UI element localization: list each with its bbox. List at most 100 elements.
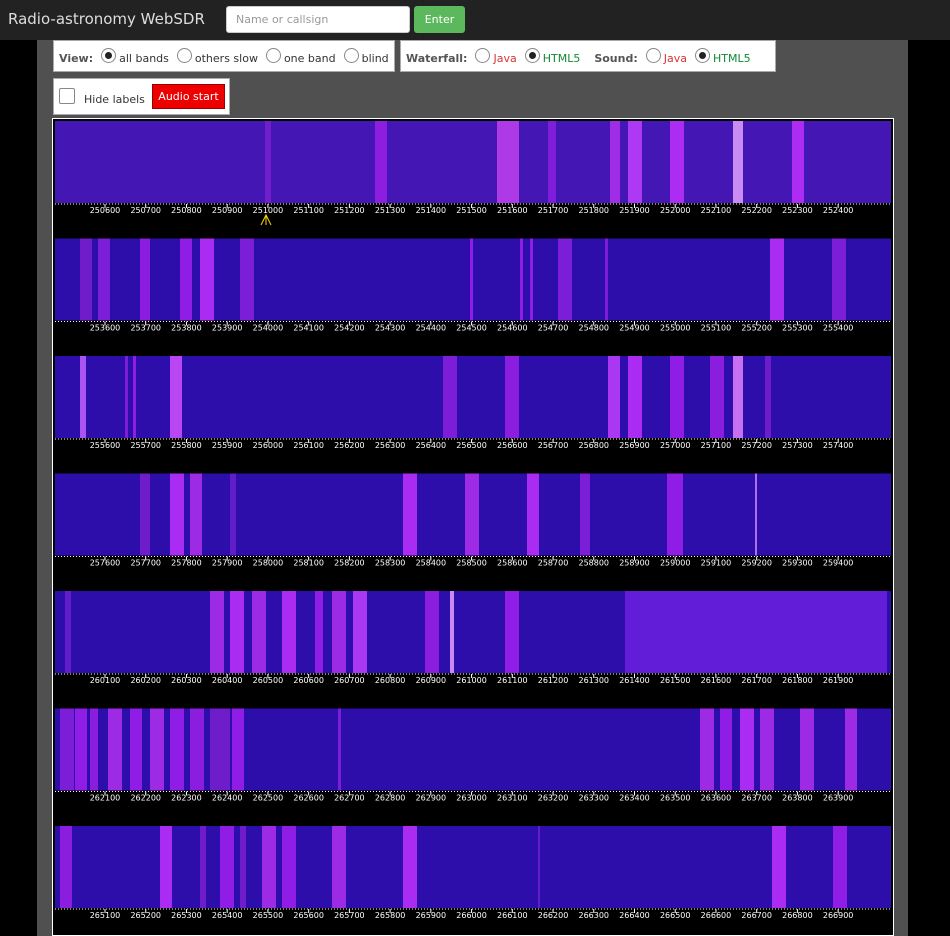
frequency-label: 260200 [130,676,161,685]
signal-stripe [403,826,417,908]
signal-stripe [210,708,230,791]
frequency-label: 256700 [538,441,569,450]
frequency-label: 263400 [619,794,650,803]
frequency-label: 261000 [456,676,487,685]
frequency-label: 252400 [823,206,854,215]
frequency-label: 258000 [253,559,284,568]
signal-stripe [700,708,714,791]
waterfall-strip [55,356,891,438]
callsign-input[interactable]: Name or callsign [226,6,410,33]
radio-button[interactable] [101,48,117,63]
radio-button[interactable] [524,48,540,63]
signal-stripe [792,121,804,203]
signal-stripe [605,238,608,321]
frequency-label: 261900 [823,676,854,685]
frequency-label: 266300 [578,911,609,920]
frequency-label: 254000 [253,324,284,333]
frequency-label: 261600 [701,676,732,685]
frequency-label: 263000 [456,794,487,803]
signal-stripe [625,591,887,673]
frequency-label: 263600 [701,794,732,803]
radio-button[interactable] [343,48,359,63]
frequency-label: 258600 [497,559,528,568]
frequency-label: 265200 [130,911,161,920]
frequency-label: 257800 [171,559,202,568]
frequency-label: 255100 [701,324,732,333]
frequency-label: 262900 [416,794,447,803]
frequency-label: 263100 [497,794,528,803]
frequency-label: 257000 [660,441,691,450]
frequency-label: 254500 [456,324,487,333]
frequency-label: 265300 [171,911,202,920]
hide-labels-label: Hide labels [84,93,145,106]
signal-stripe [180,238,192,321]
signal-stripe [130,708,142,791]
signal-stripe [125,356,128,438]
signal-stripe [220,826,234,908]
frequency-label: 258900 [619,559,650,568]
frequency-label: 254600 [497,324,528,333]
frequency-label: 259300 [782,559,813,568]
frequency-label: 251000 [253,206,284,215]
frequency-label: 258100 [293,559,324,568]
frequency-label: 261400 [619,676,650,685]
frequency-label: 253900 [212,324,243,333]
signal-stripe [200,238,214,321]
frequency-label: 251200 [334,206,365,215]
enter-button[interactable]: Enter [414,6,465,33]
frequency-label: 266200 [538,911,569,920]
frequency-label: 254800 [578,324,609,333]
audio-start-button[interactable]: Audio start [152,84,225,109]
signal-stripe [465,473,479,556]
radio-label: Java [663,52,687,65]
frequency-label: 251900 [619,206,650,215]
frequency-label: 251500 [456,206,487,215]
frequency-label: 258300 [375,559,406,568]
tuning-marker[interactable] [260,213,272,226]
frequency-label: 257400 [823,441,854,450]
signal-stripe [282,591,296,673]
frequency-label: 257700 [130,559,161,568]
frequency-label: 254200 [334,324,365,333]
signal-stripe [190,473,202,556]
frequency-label: 262600 [293,794,324,803]
frequency-label: 251600 [497,206,528,215]
frequency-label: 260400 [212,676,243,685]
frequency-label: 259400 [823,559,854,568]
frequency-label: 260100 [90,676,121,685]
signal-stripe [558,238,572,321]
frequency-label: 262800 [375,794,406,803]
signal-stripe [845,708,857,791]
radio-button[interactable] [265,48,281,63]
signal-stripe [375,121,387,203]
signal-stripe [443,356,457,438]
signal-stripe [425,591,439,673]
frequency-label: 263500 [660,794,691,803]
frequency-label: 258700 [538,559,569,568]
frequency-label: 266400 [619,911,650,920]
frequency-label: 259200 [741,559,772,568]
signal-stripe [765,356,771,438]
frequency-label: 258500 [456,559,487,568]
hide-labels-checkbox[interactable] [59,88,75,104]
signal-stripe [628,356,642,438]
frequency-label: 256400 [416,441,447,450]
frequency-label: 265100 [90,911,121,920]
frequency-label: 251100 [293,206,324,215]
signal-stripe [240,238,254,321]
sound-label: Sound: [594,52,638,65]
frequency-label: 255200 [741,324,772,333]
signal-stripe [497,121,519,203]
frequency-label: 263900 [823,794,854,803]
signal-stripe [760,708,774,791]
frequency-label: 262100 [90,794,121,803]
radio-button[interactable] [475,48,491,63]
signal-stripe [733,121,743,203]
frequency-label: 266000 [456,911,487,920]
signal-stripe [710,356,724,438]
radio-button[interactable] [645,48,661,63]
frequency-label: 266100 [497,911,528,920]
frequency-label: 262500 [253,794,284,803]
radio-button[interactable] [176,48,192,63]
radio-button[interactable] [695,48,710,63]
